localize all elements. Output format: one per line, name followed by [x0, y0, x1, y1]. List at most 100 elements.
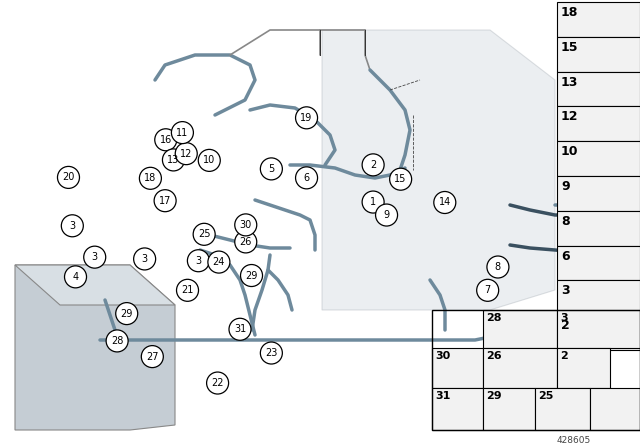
Circle shape — [477, 279, 499, 302]
Circle shape — [58, 166, 79, 189]
Text: 21: 21 — [181, 285, 194, 295]
Circle shape — [154, 190, 176, 212]
Text: 28: 28 — [111, 336, 124, 346]
Text: 30: 30 — [239, 220, 252, 230]
Text: 25: 25 — [538, 391, 554, 401]
Circle shape — [155, 129, 177, 151]
Text: 12: 12 — [561, 110, 579, 123]
Text: 26: 26 — [239, 237, 252, 247]
Circle shape — [140, 167, 161, 190]
Text: 6: 6 — [561, 250, 570, 263]
Circle shape — [175, 142, 197, 165]
Text: 29: 29 — [120, 309, 133, 319]
Bar — [557, 2, 640, 37]
Circle shape — [193, 223, 215, 246]
Bar — [557, 348, 610, 388]
Bar — [432, 310, 640, 430]
Text: 16: 16 — [159, 135, 172, 145]
Circle shape — [229, 318, 251, 340]
Circle shape — [390, 168, 412, 190]
Bar — [557, 246, 640, 280]
Text: 10: 10 — [561, 145, 579, 158]
Text: 23: 23 — [265, 348, 278, 358]
Text: 31: 31 — [234, 324, 246, 334]
Text: 8: 8 — [495, 262, 501, 272]
Text: 28: 28 — [486, 313, 502, 323]
Circle shape — [260, 342, 282, 364]
Bar — [557, 315, 640, 350]
Circle shape — [116, 302, 138, 325]
Bar — [557, 280, 640, 315]
Text: 5: 5 — [268, 164, 275, 174]
Circle shape — [172, 121, 193, 144]
Text: 12: 12 — [180, 149, 193, 159]
Circle shape — [198, 149, 220, 172]
Text: 3: 3 — [561, 284, 570, 297]
Text: 27: 27 — [146, 352, 159, 362]
Text: 15: 15 — [394, 174, 407, 184]
Text: 19: 19 — [300, 113, 313, 123]
Text: 7: 7 — [484, 285, 491, 295]
Bar — [483, 388, 535, 430]
Text: 3: 3 — [92, 252, 98, 262]
Text: 3: 3 — [141, 254, 148, 264]
Circle shape — [362, 191, 384, 213]
Text: 29: 29 — [486, 391, 502, 401]
Bar — [557, 176, 640, 211]
Circle shape — [362, 154, 384, 176]
Circle shape — [84, 246, 106, 268]
Polygon shape — [322, 30, 555, 310]
Circle shape — [434, 191, 456, 214]
Text: 9: 9 — [561, 180, 570, 193]
Text: 2: 2 — [560, 351, 568, 361]
Bar — [432, 348, 483, 388]
Text: 1: 1 — [370, 197, 376, 207]
Text: 17: 17 — [159, 196, 172, 206]
Text: 30: 30 — [435, 351, 451, 361]
Circle shape — [177, 279, 198, 302]
Circle shape — [376, 204, 397, 226]
Bar — [590, 388, 640, 430]
Text: 22: 22 — [211, 378, 224, 388]
Circle shape — [208, 251, 230, 273]
Text: 13: 13 — [167, 155, 180, 165]
Text: 4: 4 — [72, 272, 79, 282]
Polygon shape — [15, 265, 175, 305]
Text: 20: 20 — [62, 172, 75, 182]
Circle shape — [106, 330, 128, 352]
Bar — [535, 388, 590, 430]
Text: 3: 3 — [195, 256, 202, 266]
Text: 18: 18 — [561, 6, 579, 19]
Bar — [483, 348, 557, 388]
Text: 18: 18 — [144, 173, 157, 183]
Text: 13: 13 — [561, 76, 579, 89]
Circle shape — [65, 266, 86, 288]
Circle shape — [141, 345, 163, 368]
Text: 31: 31 — [435, 391, 451, 401]
Bar — [483, 310, 557, 348]
Text: 14: 14 — [438, 198, 451, 207]
Bar — [432, 388, 483, 430]
Polygon shape — [15, 265, 175, 430]
Bar — [557, 211, 640, 246]
Bar — [557, 310, 640, 348]
Circle shape — [296, 167, 317, 189]
Text: 3: 3 — [560, 313, 568, 323]
Text: 15: 15 — [561, 41, 579, 54]
Text: 2: 2 — [561, 319, 570, 332]
Bar — [557, 37, 640, 72]
Text: 9: 9 — [383, 210, 390, 220]
Circle shape — [134, 248, 156, 270]
Circle shape — [235, 231, 257, 253]
Text: 26: 26 — [486, 351, 502, 361]
Circle shape — [207, 372, 228, 394]
Circle shape — [163, 149, 184, 171]
Text: 428605: 428605 — [557, 436, 591, 445]
Bar — [557, 72, 640, 107]
Circle shape — [188, 250, 209, 272]
Circle shape — [260, 158, 282, 180]
Text: 8: 8 — [561, 215, 570, 228]
Bar — [557, 107, 640, 141]
Text: 10: 10 — [203, 155, 216, 165]
Text: 2: 2 — [370, 160, 376, 170]
